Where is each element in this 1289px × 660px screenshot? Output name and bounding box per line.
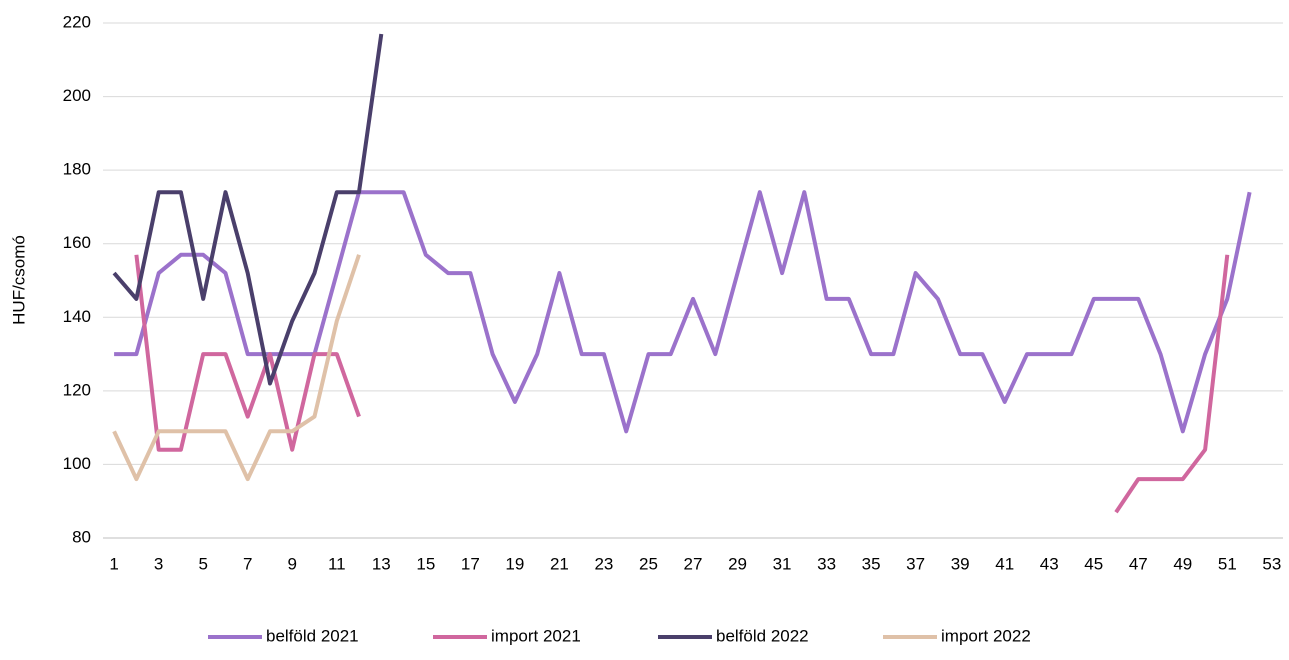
x-tick-label: 25: [639, 554, 658, 573]
x-tick-label: 37: [906, 554, 925, 573]
legend-label: belföld 2021: [266, 626, 359, 645]
y-axis-label: HUF/csomó: [9, 235, 28, 325]
series-line: [114, 190, 1252, 434]
y-tick-label: 100: [63, 454, 91, 473]
y-tick-label: 160: [63, 233, 91, 252]
x-tick-label: 15: [416, 554, 435, 573]
x-tick-label: 27: [684, 554, 703, 573]
legend-label: belföld 2022: [716, 626, 809, 645]
x-tick-label: 5: [198, 554, 207, 573]
x-tick-label: 13: [372, 554, 391, 573]
x-tick-label: 53: [1262, 554, 1281, 573]
y-tick-label: 120: [63, 380, 91, 399]
x-tick-label: 7: [243, 554, 252, 573]
x-tick-label: 35: [862, 554, 881, 573]
x-tick-label: 39: [951, 554, 970, 573]
x-tick-label: 19: [505, 554, 524, 573]
x-tick-label: 23: [594, 554, 613, 573]
y-tick-label: 140: [63, 307, 91, 326]
legend-label: import 2021: [491, 626, 581, 645]
series-line: [134, 254, 1230, 514]
x-tick-label: 29: [728, 554, 747, 573]
x-tick-label: 1: [109, 554, 118, 573]
x-tick-label: 45: [1084, 554, 1103, 573]
y-tick-label: 180: [63, 160, 91, 179]
x-tick-label: 43: [1040, 554, 1059, 573]
x-tick-label: 17: [461, 554, 480, 573]
x-tick-label: 33: [817, 554, 836, 573]
x-tick-label: 3: [154, 554, 163, 573]
x-tick-label: 11: [328, 554, 346, 573]
x-tick-label: 51: [1218, 554, 1237, 573]
series-line: [112, 33, 384, 386]
legend-label: import 2022: [941, 626, 1031, 645]
series-line: [112, 254, 361, 482]
x-tick-label: 49: [1173, 554, 1192, 573]
x-tick-label: 31: [773, 554, 792, 573]
y-tick-label: 80: [72, 527, 91, 546]
y-tick-label: 200: [63, 86, 91, 105]
x-tick-label: 9: [288, 554, 297, 573]
x-tick-label: 47: [1129, 554, 1148, 573]
y-tick-label: 220: [63, 12, 91, 31]
x-tick-label: 21: [550, 554, 569, 573]
x-tick-label: 41: [995, 554, 1014, 573]
